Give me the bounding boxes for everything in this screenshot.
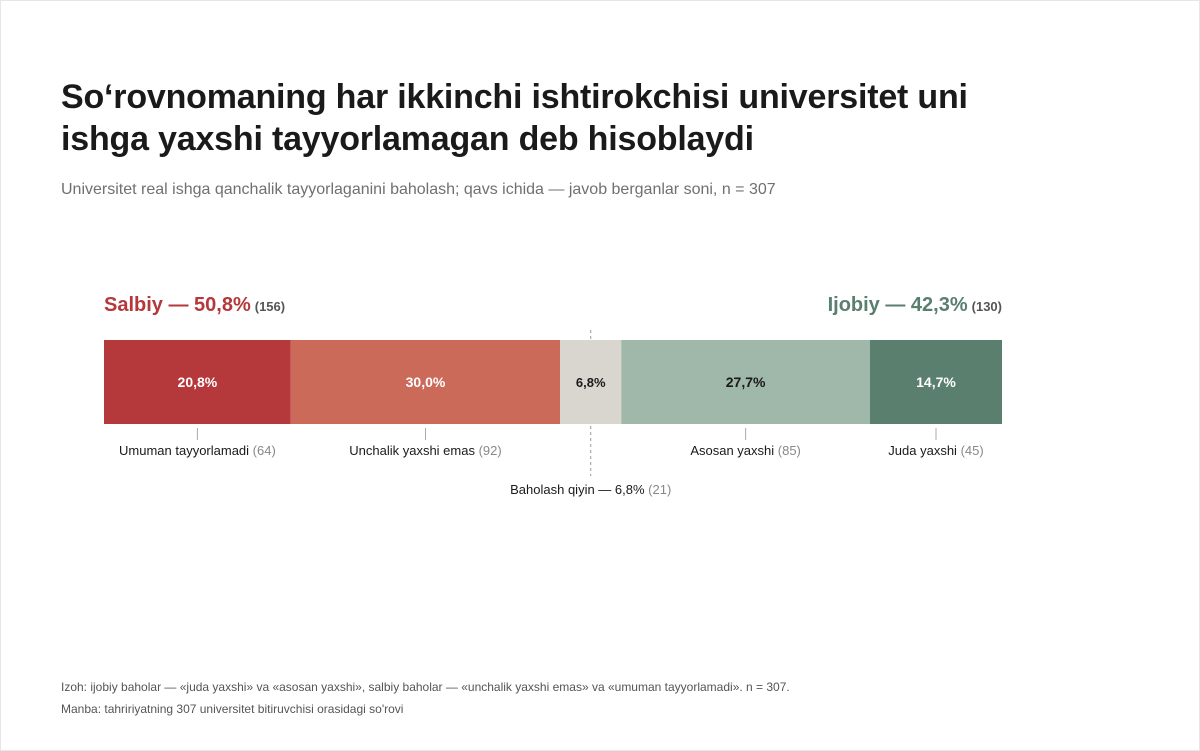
- category-label: Baholash qiyin — 6,8% (21): [510, 482, 671, 497]
- category-count: (85): [778, 443, 801, 458]
- segment-value-label: 14,7%: [916, 374, 956, 390]
- category-count: (64): [253, 443, 276, 458]
- bar-segment: [290, 340, 561, 424]
- chart-subtitle: Universitet real ishga qanchalik tayyorl…: [61, 181, 776, 198]
- negative-group-text: Salbiy — 50,8%: [104, 294, 251, 316]
- bar-segment: [104, 340, 291, 424]
- footnote-source: Manba: tahririyatning 307 universitet bi…: [61, 702, 404, 716]
- bar-segment: [621, 340, 870, 424]
- bar-segment: [869, 340, 1002, 424]
- segment-value-label: 6,8%: [576, 375, 606, 390]
- positive-group-count: (130): [971, 299, 1002, 314]
- negative-group-count: (156): [254, 299, 286, 314]
- category-count: (45): [961, 443, 984, 458]
- category-count: (21): [648, 482, 671, 497]
- segment-value-label: 20,8%: [178, 374, 218, 390]
- positive-group-text: Ijobiy — 42,3%: [827, 294, 968, 316]
- category-label: Juda yaxshi (45): [888, 443, 983, 458]
- footnote-izoh: Izoh: ijobiy baholar — «juda yaxshi» va …: [61, 680, 790, 694]
- positive-group-label: Ijobiy — 42,3% (130): [828, 292, 1002, 320]
- category-count: (92): [479, 443, 502, 458]
- category-label: Asosan yaxshi (85): [690, 443, 801, 458]
- segment-value-label: 27,7%: [726, 374, 766, 390]
- category-label: Umuman tayyorlamadi (64): [119, 443, 276, 458]
- chart-title: So‘rovnomaning har ikkinchi ishtirokchis…: [61, 78, 968, 158]
- negative-group-label: Salbiy — 50,8% (156): [104, 292, 285, 320]
- segment-value-label: 30,0%: [406, 374, 446, 390]
- bar-segment: [560, 340, 622, 424]
- category-label: Unchalik yaxshi emas (92): [349, 443, 501, 458]
